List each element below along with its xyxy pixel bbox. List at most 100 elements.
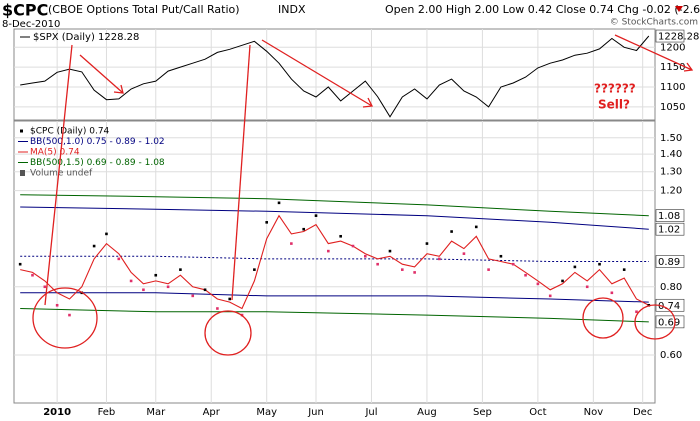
cpc-point [376, 262, 379, 266]
cpc-point [31, 273, 34, 277]
annotation-circle [582, 297, 624, 339]
band-line [20, 292, 649, 303]
x-tick-label: Mar [146, 407, 166, 418]
down-arrow [675, 6, 683, 12]
cpc-point [43, 285, 47, 289]
cpc-point [203, 288, 207, 292]
credit: © StockCharts.com [610, 18, 698, 28]
annotation-line [44, 44, 73, 306]
value-tag-label: 0.74 [658, 301, 680, 312]
legend-swatch [20, 129, 23, 133]
legend-label: $SPX (Daily) 1228.28 [33, 32, 139, 43]
annotation-text: Sell? [598, 98, 630, 112]
cpc-point [105, 232, 108, 236]
symbol: $CPC [2, 1, 48, 20]
arrowhead [362, 97, 373, 108]
value-tag-label: 0.89 [658, 257, 680, 268]
annotation-text: ?????? [594, 82, 636, 96]
x-tick-label: Jul [364, 407, 377, 418]
cpc-point [635, 310, 638, 314]
value-tag [655, 255, 685, 268]
annotation-arrow [79, 54, 124, 94]
cpc-point [474, 225, 478, 229]
band-line [20, 194, 649, 217]
cpc-point [524, 273, 527, 277]
cpc-point [450, 230, 453, 233]
cpc-point [253, 268, 256, 271]
arrowhead [113, 84, 124, 94]
cpc-point [154, 273, 158, 277]
cpc-point [598, 262, 601, 266]
value-tag-label: 1228.28 [658, 32, 699, 43]
value-tag [655, 222, 685, 236]
value-tag [655, 29, 685, 43]
cpc-point [437, 257, 441, 261]
cpc-point [400, 268, 404, 271]
annotation-arrow [614, 34, 693, 71]
cpc-point [18, 262, 22, 266]
cpc-point [610, 291, 614, 295]
x-tick-label: Apr [203, 407, 221, 418]
y-tick-label: 1.30 [660, 167, 682, 178]
ma-line [20, 214, 650, 310]
cpc-point [548, 294, 552, 298]
y-tick-label: 1050 [660, 102, 685, 113]
annotation-line [231, 44, 251, 301]
exchange: INDX [278, 3, 306, 16]
cpc-point [339, 234, 342, 238]
cpc-point [277, 201, 281, 205]
band-line [20, 308, 649, 323]
x-tick-label: Aug [417, 407, 437, 418]
cpc-point [573, 265, 577, 269]
cpc-point [351, 244, 355, 248]
legend-label: Volume undef [30, 169, 93, 179]
value-tag-label: 0.69 [658, 317, 680, 328]
x-tick-label: Sep [473, 407, 492, 418]
cpc-point [413, 271, 416, 274]
annotation-circle [204, 310, 252, 356]
cpc-point [179, 268, 182, 271]
cpc-point [117, 257, 121, 261]
cpc-point [511, 262, 515, 266]
legend-swatch [20, 170, 25, 176]
legend-label: BB(500,1.0) 0.75 - 0.89 - 1.02 [30, 137, 165, 147]
cpc-point [302, 227, 305, 231]
cpc-point [536, 282, 540, 286]
cpc-point [142, 288, 145, 292]
annotation-arrow [261, 39, 373, 107]
cpc-point [327, 249, 330, 253]
legend-label: BB(500,1.5) 0.69 - 0.89 - 1.08 [30, 158, 165, 168]
cpc-point [216, 307, 219, 310]
y-tick-label: 1150 [660, 62, 685, 73]
value-tag [655, 315, 685, 329]
cpc-point [68, 313, 71, 317]
x-tick-label: 2010 [43, 407, 71, 418]
marks: 1050 1100 1150 1200 $SPX (Daily) 1228.28 1228… [14, 29, 699, 418]
cpc-point [561, 279, 564, 283]
cpc-point [55, 303, 59, 307]
y-tick-label: 0.80 [660, 282, 682, 293]
cpc-point [92, 244, 96, 248]
cpc-point [364, 254, 367, 258]
bottom-panel [13, 120, 656, 404]
cpc-point [622, 268, 626, 271]
cpc-point [228, 297, 232, 301]
arrowhead [683, 62, 694, 72]
cpc-point [462, 252, 466, 255]
annotation-circle [634, 304, 676, 340]
x-tick-label: May [256, 407, 277, 418]
value-tag-label: 1.02 [658, 225, 680, 236]
x-tick-label: Feb [98, 407, 116, 418]
y-tick-label: 1100 [660, 82, 685, 93]
name: (CBOE Options Total Put/Call Ratio) [48, 3, 240, 16]
legend-label: MA(5) 0.74 [30, 148, 80, 158]
cpc-point [314, 214, 318, 217]
cpc-point [487, 268, 490, 271]
cpc-point [265, 221, 269, 224]
cpc-point [191, 294, 195, 298]
annotation-circle [32, 287, 98, 349]
top-panel [13, 28, 656, 121]
cpc-point [585, 285, 589, 289]
